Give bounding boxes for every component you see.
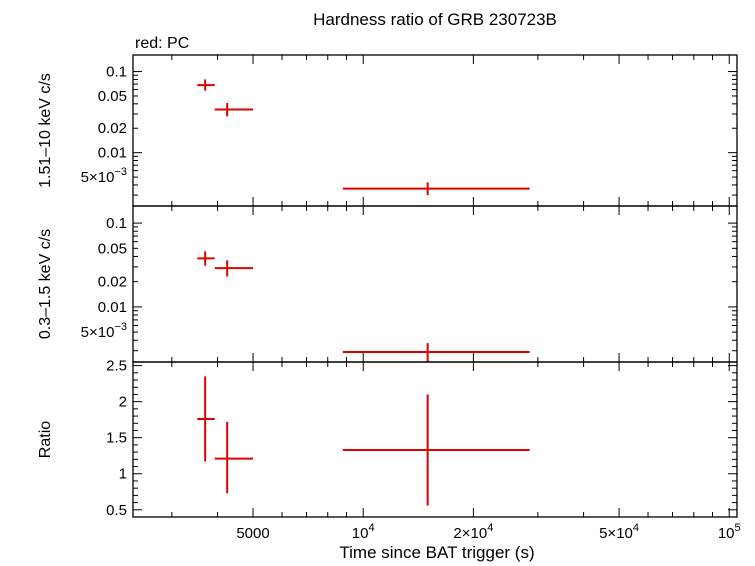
ratio-y-tick-label: 1 <box>119 466 127 483</box>
hard-band-y-axis-label: 1.51–10 keV c/s <box>37 73 54 188</box>
ratio-y-tick-label: 1.5 <box>106 430 127 447</box>
x-tick-label: 5000 <box>236 525 269 542</box>
hard-band-y-tick-label: 0.05 <box>98 88 127 105</box>
hard-band-data-point <box>342 182 530 196</box>
x-tick-label: 2×104 <box>453 522 493 542</box>
soft-band-y-tick-label: 0.1 <box>106 215 127 232</box>
x-axis-label: Time since BAT trigger (s) <box>339 543 534 562</box>
ratio-data-point <box>342 394 530 506</box>
soft-band-y-tick-label: 0.01 <box>98 299 127 316</box>
ratio-y-tick-label: 2.5 <box>106 358 127 375</box>
soft-band-y-tick-label: 0.05 <box>98 240 127 257</box>
chart-title: Hardness ratio of GRB 230723B <box>313 10 557 29</box>
series-annotation: red: PC <box>135 35 189 52</box>
x-tick-label: 105 <box>718 522 741 542</box>
hard-band-y-tick-label: 0.02 <box>98 120 127 137</box>
ratio-y-axis-label: Ratio <box>37 421 54 458</box>
soft-band-data-point <box>342 343 530 362</box>
soft-band-panel-frame <box>132 205 738 363</box>
soft-band-data-point <box>197 251 215 266</box>
ratio-panel-frame <box>132 361 738 518</box>
ratio-data-point <box>214 421 254 494</box>
hard-band-y-tick-label: 5×10−3 <box>81 166 127 186</box>
plot-area: 0.1 0.05 0.02 0.01 5×10−3 1.51–10 keV c/s 0.1 0… <box>37 54 741 542</box>
soft-band-y-tick-label: 5×10−3 <box>81 321 127 341</box>
hard-band-y-tick-label: 0.1 <box>106 64 127 81</box>
hard-band-y-tick-label: 0.01 <box>98 145 127 162</box>
hard-band-panel-frame <box>132 54 738 207</box>
x-tick-label: 5×104 <box>599 522 639 542</box>
soft-band-y-axis-label: 0.3–1.5 keV c/s <box>37 229 54 339</box>
ratio-y-tick-label: 0.5 <box>106 502 127 519</box>
hard-band-data-point <box>197 79 215 91</box>
ratio-y-tick-label: 2 <box>119 394 127 411</box>
hard-band-data-point <box>214 102 254 117</box>
soft-band-data-point <box>214 260 254 277</box>
x-tick-label: 104 <box>352 522 375 542</box>
ratio-data-point <box>197 376 215 462</box>
soft-band-y-tick-label: 0.02 <box>98 274 127 291</box>
